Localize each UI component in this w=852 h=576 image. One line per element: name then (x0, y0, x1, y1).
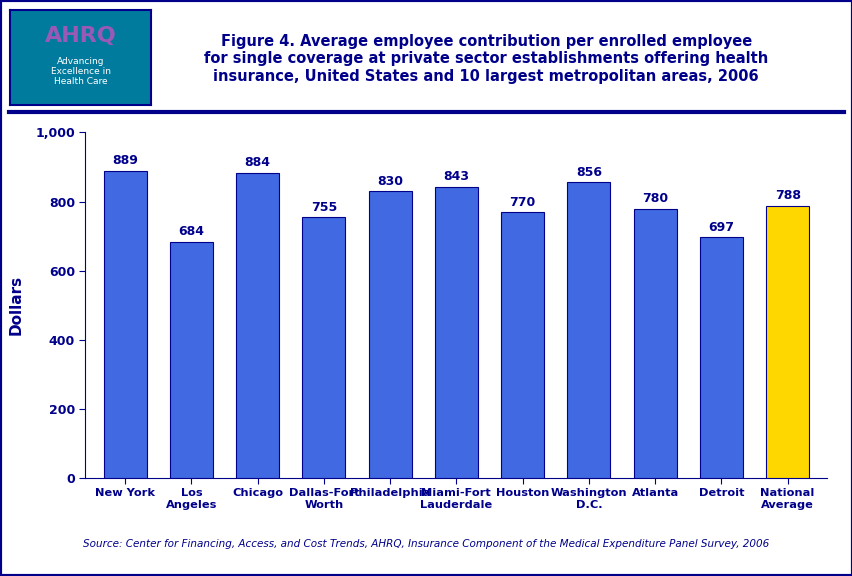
Text: 780: 780 (642, 192, 667, 205)
Text: 843: 843 (443, 170, 469, 183)
Text: 889: 889 (112, 154, 138, 168)
Bar (435, 187, 477, 478)
Text: 755: 755 (310, 200, 337, 214)
Text: 770: 770 (509, 195, 535, 209)
Text: Source: Center for Financing, Access, and Cost Trends, AHRQ, Insurance Component: Source: Center for Financing, Access, an… (83, 539, 769, 550)
Bar (500, 212, 544, 478)
Bar (302, 217, 345, 478)
Text: Advancing
Excellence in
Health Care: Advancing Excellence in Health Care (50, 56, 111, 86)
Text: Figure 4. Average employee contribution per enrolled employee
for single coverag: Figure 4. Average employee contribution … (204, 34, 768, 84)
Bar (103, 171, 147, 478)
Bar (170, 242, 213, 478)
Bar (236, 173, 279, 478)
Bar (765, 206, 809, 478)
Bar (368, 191, 412, 478)
Text: 830: 830 (377, 175, 403, 188)
Text: 788: 788 (774, 190, 800, 202)
Bar (567, 182, 610, 478)
Text: 697: 697 (707, 221, 734, 234)
Text: 684: 684 (178, 225, 204, 238)
Bar (633, 209, 676, 478)
Bar (699, 237, 742, 478)
Text: 884: 884 (245, 156, 270, 169)
Text: 856: 856 (575, 166, 602, 179)
Text: AHRQ: AHRQ (44, 26, 117, 47)
Y-axis label: Dollars: Dollars (9, 275, 24, 335)
